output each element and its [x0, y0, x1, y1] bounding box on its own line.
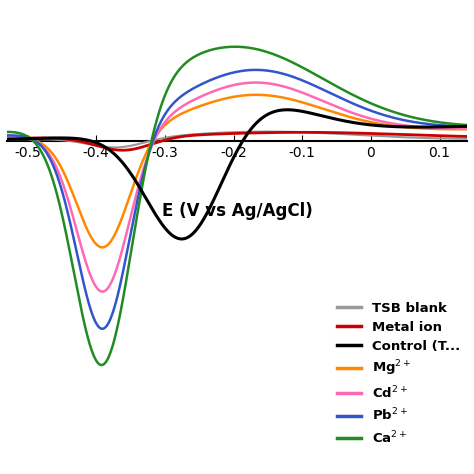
X-axis label: E (V vs Ag/AgCl): E (V vs Ag/AgCl)	[162, 201, 312, 219]
Legend: TSB blank, Metal ion, Control (T..., Mg$^{2+}$, Cd$^{2+}$, Pb$^{2+}$, Ca$^{2+}$: TSB blank, Metal ion, Control (T..., Mg$…	[332, 297, 465, 451]
